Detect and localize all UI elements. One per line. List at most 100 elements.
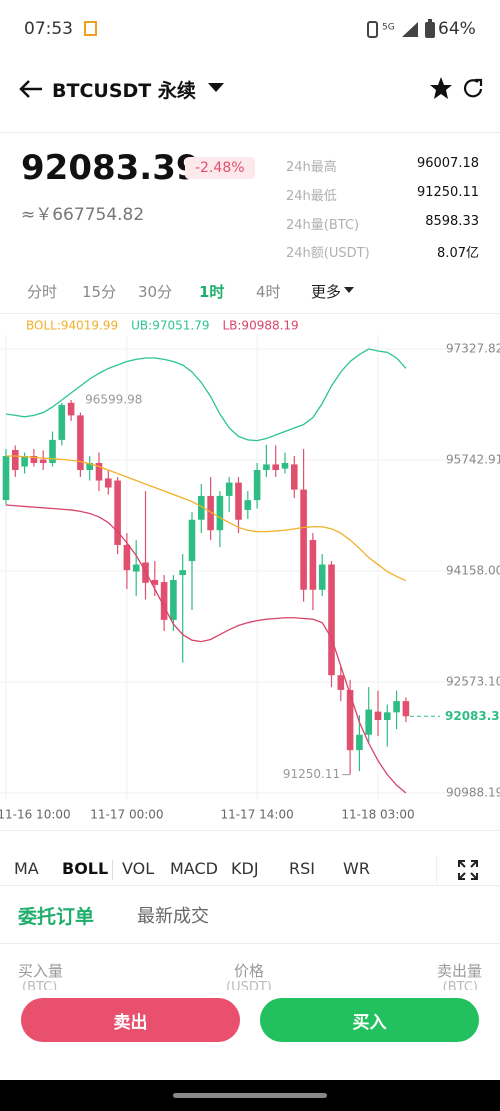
candle-body (170, 579, 177, 620)
x-tick-label: 11-17 00:00 (90, 808, 163, 822)
indicator-tab[interactable]: MACD (170, 859, 218, 878)
kline-chart: 97327.82 95742.91 94158.00 92573.10 90988.19… (0, 319, 500, 822)
more-arrow (344, 287, 354, 293)
timeframe-tab[interactable]: 15分 (82, 283, 117, 301)
candle-body (402, 701, 410, 717)
svg-text:5G: 5G (382, 23, 395, 33)
stat-label: 24h额(USDT) (286, 246, 370, 261)
share-button[interactable] (462, 78, 484, 100)
symbol-dropdown[interactable] (207, 82, 225, 94)
last-price-tag: 92083.39 (445, 709, 500, 723)
candle-body (30, 456, 38, 464)
candle-body (188, 519, 196, 562)
legend-entry: LB:90988.19 (222, 319, 298, 333)
candle-body (21, 456, 28, 467)
buy-button[interactable]: 买入 (260, 998, 479, 1042)
divider (0, 132, 500, 133)
stat-value: 8598.33 (425, 214, 479, 229)
separator (112, 860, 113, 880)
candle-body (216, 495, 224, 531)
candle-body (356, 734, 363, 751)
divider (0, 885, 500, 886)
candle-body (77, 415, 84, 471)
price-change: -2.48% (185, 157, 255, 179)
candle-body (374, 711, 382, 721)
boll-line (5, 504, 407, 794)
fullscreen-button[interactable] (457, 859, 479, 881)
candle-body (2, 456, 10, 501)
max-annotation: 96599.98 (85, 392, 142, 406)
candle-body (123, 544, 131, 571)
divider (0, 313, 500, 314)
candle-body (393, 701, 400, 713)
column-title: 买入量 (18, 962, 64, 980)
y-tick-label: 97327.82 (446, 342, 500, 356)
divider (0, 830, 500, 831)
candle-body (58, 404, 66, 440)
timeframe-tab[interactable]: 分时 (27, 283, 58, 301)
battery-level: 64% (438, 19, 476, 39)
symbol-title[interactable]: BTCUSDT 永续 (52, 80, 196, 102)
column-title: 卖出量 (436, 962, 482, 980)
timeframe-tab-active[interactable]: 1时 (199, 283, 225, 301)
candle-body (105, 478, 112, 488)
timeframe-tab[interactable]: 4时 (256, 283, 281, 301)
candle-body (114, 480, 121, 545)
stat-value: 96007.18 (416, 156, 479, 171)
candle-body (160, 582, 168, 620)
indicator-tab[interactable]: RSI (289, 859, 315, 878)
candle-body (207, 495, 214, 531)
candle-body (244, 500, 252, 510)
order-tab[interactable]: 最新成交 (137, 906, 209, 927)
timeframe-more[interactable]: 更多 (311, 283, 342, 301)
min-annotation: 91250.11 (283, 767, 340, 781)
candle-body (272, 464, 279, 471)
candle-body (132, 564, 140, 572)
y-tick-label: 90988.19 (446, 785, 500, 799)
back-button[interactable] (18, 78, 44, 100)
separator (436, 856, 437, 884)
candle-body (39, 459, 47, 464)
candle-body (198, 495, 205, 520)
stat-label: 24h量(BTC) (286, 218, 360, 233)
candle-body (225, 482, 233, 496)
signal-icons: 5G (367, 21, 418, 38)
candle-body (235, 482, 242, 520)
candle-body (337, 675, 345, 690)
y-tick-label: 92573.10 (446, 674, 500, 688)
y-tick-label: 94158.00 (446, 564, 500, 578)
timeframe-tab[interactable]: 30分 (138, 283, 173, 301)
candle-body (179, 570, 186, 576)
indicator-tab-active[interactable]: BOLL (62, 859, 109, 878)
legend-entry: UB:97051.79 (131, 319, 209, 333)
candle-body (86, 463, 93, 471)
indicator-tab[interactable]: KDJ (231, 859, 259, 878)
status-icon (84, 21, 97, 36)
indicator-tab[interactable]: WR (343, 859, 370, 878)
candle-body (253, 470, 261, 501)
candle-body (346, 689, 354, 751)
candle-body (300, 489, 307, 590)
candle-body (384, 712, 391, 721)
stat-value: 8.07亿 (437, 246, 479, 261)
home-handle[interactable] (173, 1093, 327, 1098)
x-tick-label: 11-17 14:00 (220, 808, 293, 822)
order-tab-active[interactable]: 委托订单 (18, 906, 95, 928)
status-time: 07:53 (24, 19, 73, 39)
sell-button[interactable]: 卖出 (21, 998, 240, 1042)
favorite-button[interactable] (429, 76, 453, 100)
y-tick-label: 95742.91 (446, 453, 500, 467)
candle-body (95, 463, 103, 481)
battery-icon (425, 19, 435, 38)
indicator-tab[interactable]: VOL (122, 859, 155, 878)
candle-body (309, 540, 317, 590)
candle-body (291, 464, 298, 490)
last-price-tag-bg (441, 707, 500, 726)
divider (0, 943, 500, 944)
indicator-tab[interactable]: MA (14, 859, 39, 878)
candle-body (151, 579, 159, 585)
candle-body (328, 564, 335, 676)
x-tick-label: 11-16 10:00 (0, 808, 71, 822)
candle-body (49, 439, 56, 464)
